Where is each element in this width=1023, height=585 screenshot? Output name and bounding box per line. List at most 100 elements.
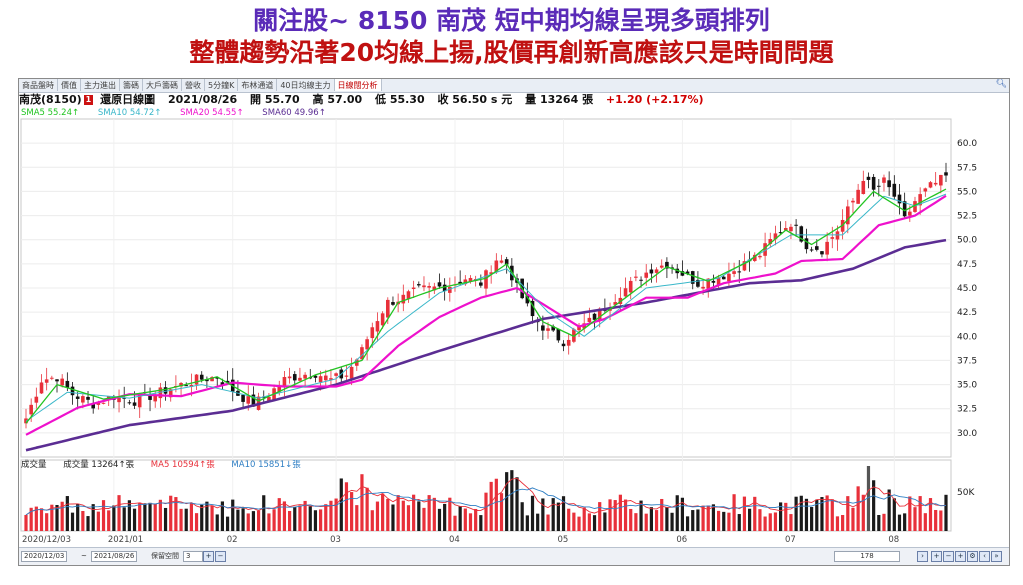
candle-body	[432, 286, 437, 291]
zoom-in-icon[interactable]: +	[931, 551, 942, 562]
volume-bar	[603, 512, 607, 531]
candle-body	[194, 374, 199, 385]
volume-bar	[923, 513, 927, 531]
volume-bar	[468, 513, 473, 531]
x-tick-label: 06	[676, 535, 687, 545]
volume-bar	[282, 501, 287, 531]
headline-line-2: 整體趨勢沿著20均線上揚,股價再創新高應該只是時間問題	[189, 38, 834, 67]
zoom-out-button[interactable]: −	[215, 551, 226, 562]
zoom-in-button[interactable]: +	[203, 551, 214, 562]
x-tick-label: 07	[785, 535, 796, 545]
candle-body	[727, 273, 731, 282]
tab-6[interactable]: 5分鐘K	[205, 79, 239, 91]
candle-body	[572, 329, 576, 342]
candle-body	[763, 243, 767, 256]
candle-body	[148, 395, 152, 400]
space-value-field[interactable]: 3	[183, 551, 203, 562]
scroll-left-icon[interactable]: ‹	[979, 551, 990, 562]
volume-bar	[324, 504, 328, 531]
volume-bar	[65, 496, 69, 531]
candle-body	[50, 377, 54, 379]
chart-mode[interactable]: 還原日線圖	[100, 93, 156, 106]
volume-bar	[592, 515, 597, 531]
candle-body	[137, 394, 142, 408]
candle-body	[820, 251, 824, 255]
volume-bar	[882, 513, 886, 531]
tab-3[interactable]: 籌碼	[120, 79, 143, 91]
tab-9[interactable]: 日線闊分析	[334, 79, 382, 91]
candle-body	[541, 325, 545, 331]
candle-body	[75, 396, 80, 399]
volume-bar	[825, 495, 829, 531]
volume-bar	[572, 512, 576, 531]
volume-bar	[887, 489, 891, 531]
volume-bar	[236, 509, 240, 531]
scroll-right-button[interactable]: ›	[917, 551, 928, 562]
volume-bar	[355, 505, 359, 531]
candle-body	[758, 255, 762, 258]
candle-body	[365, 339, 369, 350]
volume-bar	[613, 500, 617, 531]
zoom-out-icon[interactable]: −	[943, 551, 954, 562]
candle-body	[835, 231, 840, 240]
volume-bar	[799, 495, 803, 531]
volume-bar	[804, 498, 809, 531]
volume-bar	[768, 513, 772, 531]
volume-bar	[437, 508, 442, 531]
volume-bar	[515, 477, 519, 531]
scroll-end-icon[interactable]: »	[991, 551, 1002, 562]
y-tick-label: 32.5	[957, 405, 977, 415]
crosshair-icon[interactable]: +	[955, 551, 966, 562]
y-tick-label: 50.0	[957, 236, 977, 246]
candle-body	[566, 339, 571, 346]
x-tick-label: 05	[558, 535, 569, 545]
price-volume-chart[interactable]: 30.0 32.5 35.0 37.5 40.0 42.5 45.0 47.5 50.0 52.5…	[19, 79, 1009, 547]
candle-body	[127, 402, 132, 404]
volume-bar	[654, 510, 659, 531]
close-price: 收 56.50 s 元	[437, 93, 513, 106]
volume-bar	[903, 513, 907, 531]
zoom-icon[interactable]: 🔍︎	[995, 79, 1007, 89]
tab-5[interactable]: 營收	[182, 79, 205, 91]
volume-bar	[474, 508, 478, 531]
candle-body	[391, 302, 395, 305]
volume-ma10: MA10 15851↓張	[231, 460, 301, 470]
bar-count-field[interactable]: 178	[834, 551, 900, 562]
tab-1[interactable]: 價值	[58, 79, 81, 91]
y-tick-label: 60.0	[957, 139, 977, 149]
tab-2[interactable]: 主力進出	[81, 79, 120, 91]
volume-title: 成交量	[21, 460, 47, 470]
volume-bar	[267, 513, 271, 531]
low-price: 低 55.30	[374, 93, 425, 106]
volume-bar	[665, 507, 669, 531]
chart-settings-icon[interactable]: ⚙	[967, 551, 978, 562]
volume-bar	[541, 498, 545, 531]
tab-0[interactable]: 商品盤時	[19, 79, 58, 91]
end-date-field[interactable]: 2021/08/26	[91, 551, 138, 562]
candle-body	[55, 379, 59, 382]
candle-body	[913, 201, 917, 212]
candle-body	[437, 282, 442, 287]
volume-bar	[841, 515, 845, 531]
volume-bar	[866, 466, 871, 531]
candle-body	[851, 200, 855, 203]
volume-bar	[308, 506, 312, 531]
candle-body	[721, 276, 726, 280]
candle-body	[225, 380, 230, 383]
candle-body	[845, 206, 850, 225]
y-tick-label: 30.0	[957, 429, 977, 439]
tab-4[interactable]: 大戶籌碼	[143, 79, 182, 91]
volume-bar	[711, 504, 716, 531]
volume-bar	[634, 513, 638, 531]
volume-bar	[313, 510, 318, 531]
tab-7[interactable]: 布林通道	[238, 79, 278, 91]
tab-8[interactable]: 40日均線主力	[277, 79, 335, 91]
volume-bar	[846, 496, 850, 531]
candle-body	[29, 404, 33, 415]
x-tick-label: 03	[330, 535, 341, 545]
candle-body	[479, 282, 483, 286]
start-date-field[interactable]: 2020/12/03	[21, 551, 68, 562]
candle-body	[644, 272, 649, 278]
y-tick-label: 55.0	[957, 187, 977, 197]
y-tick-label: 37.5	[957, 356, 977, 366]
